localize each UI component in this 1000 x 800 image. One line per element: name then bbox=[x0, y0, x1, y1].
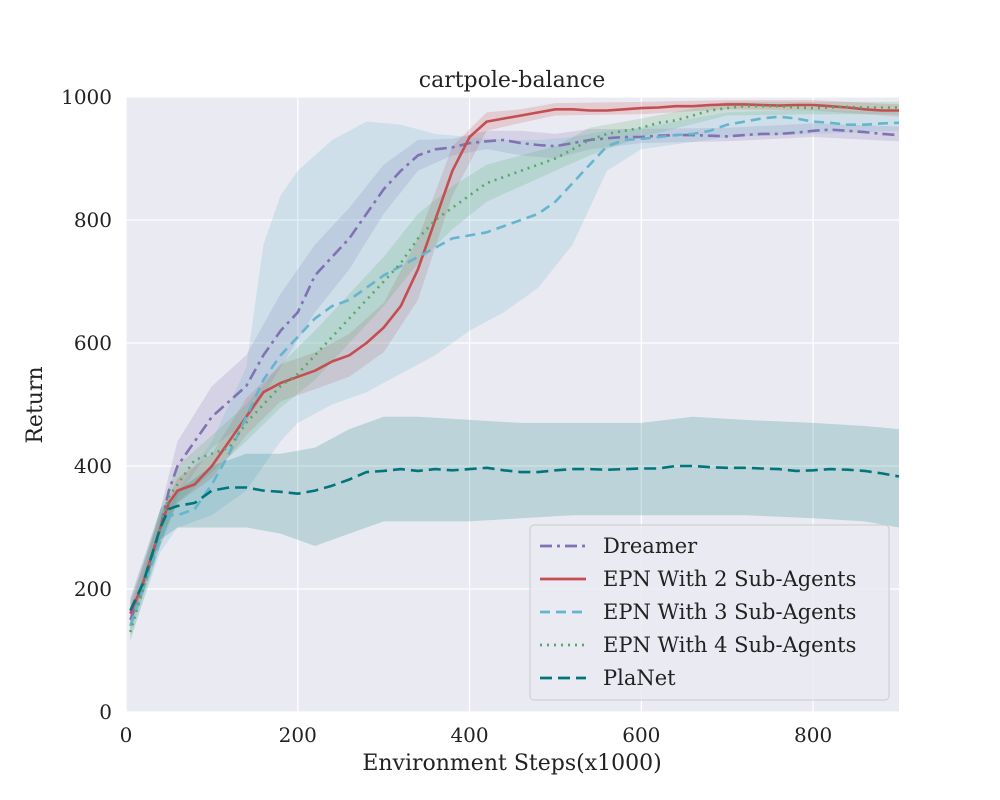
legend-label: EPN With 3 Sub-Agents bbox=[603, 600, 856, 624]
grid bbox=[125, 96, 899, 713]
x-tick-label: 800 bbox=[794, 723, 832, 747]
line-epn-with-3-sub-agents bbox=[129, 115, 900, 627]
x-tick-label: 600 bbox=[622, 723, 660, 747]
legend-label: PlaNet bbox=[603, 666, 676, 690]
series-lines bbox=[129, 103, 900, 633]
band-epn-with-3-sub-agents bbox=[130, 109, 900, 639]
legend: Dreamer EPN With 2 Sub-Agents EPN With 3 S… bbox=[529, 524, 890, 701]
legend-label: Dreamer bbox=[603, 534, 698, 558]
legend-box bbox=[529, 524, 890, 701]
x-tick-label: 0 bbox=[120, 723, 133, 747]
chart-title: cartpole-balance bbox=[419, 68, 605, 93]
y-axis-label: Return bbox=[23, 366, 48, 443]
y-tick-label: 400 bbox=[74, 454, 112, 478]
band-dreamer bbox=[130, 123, 900, 633]
y-tick-label: 200 bbox=[74, 577, 112, 601]
x-tick-label: 400 bbox=[450, 723, 488, 747]
legend-label: EPN With 2 Sub-Agents bbox=[603, 567, 856, 591]
legend-entries: Dreamer EPN With 2 Sub-Agents EPN With 3 S… bbox=[540, 534, 856, 690]
x-axis-label: Environment Steps(x1000) bbox=[362, 751, 661, 776]
y-tick-labels: 0 200 400 600 800 1000 bbox=[61, 85, 112, 724]
line-planet bbox=[129, 464, 900, 612]
band-epn-with-4-sub-agents bbox=[130, 101, 900, 642]
y-tick-label: 1000 bbox=[61, 85, 112, 109]
y-tick-label: 0 bbox=[99, 700, 112, 724]
x-tick-label: 200 bbox=[279, 723, 317, 747]
y-tick-label: 600 bbox=[74, 331, 112, 355]
line-dreamer bbox=[129, 128, 900, 621]
y-tick-label: 800 bbox=[74, 208, 112, 232]
x-tick-labels: 0 200 400 600 800 bbox=[120, 723, 833, 747]
confidence-bands bbox=[130, 100, 900, 642]
legend-label: EPN With 4 Sub-Agents bbox=[603, 633, 856, 657]
line-epn-with-2-sub-agents bbox=[129, 103, 899, 615]
band-planet bbox=[130, 416, 900, 623]
